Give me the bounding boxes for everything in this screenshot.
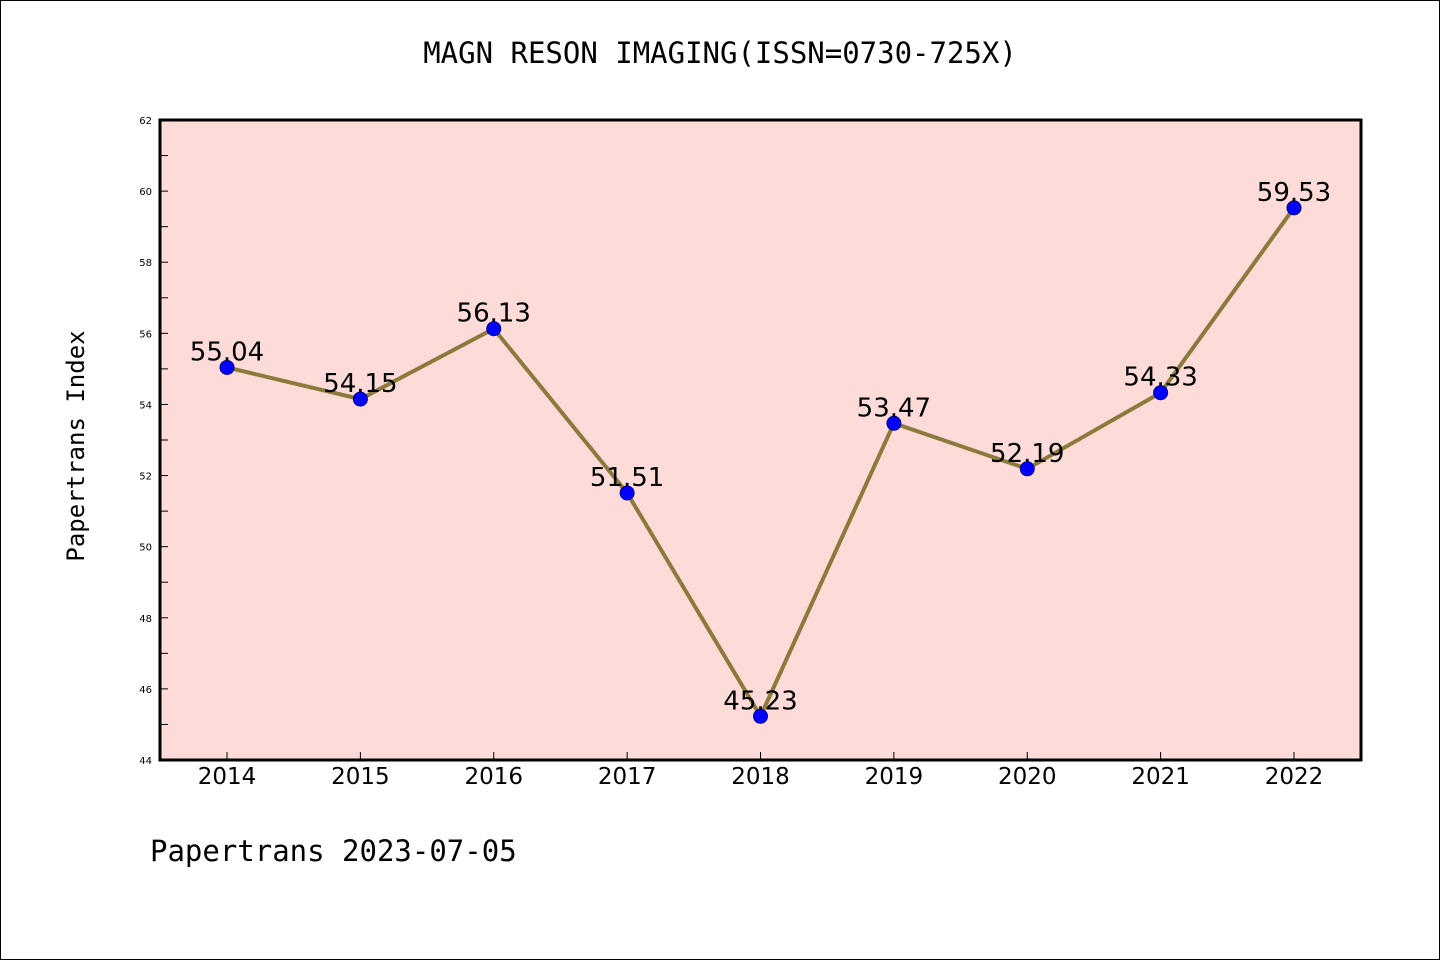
x-tick-label: 2019: [865, 764, 924, 790]
chart-title: MAGN RESON IMAGING(ISSN=0730-725X): [423, 36, 1017, 70]
data-point: [219, 359, 235, 375]
x-tick-label: 2021: [1131, 764, 1190, 790]
data-label: 55.04: [190, 337, 264, 367]
data-label: 52.19: [990, 439, 1064, 469]
y-tick-label: 48: [139, 614, 152, 625]
data-label: 54.33: [1123, 363, 1197, 393]
data-label: 51.51: [590, 463, 664, 493]
data-point: [1286, 200, 1302, 216]
y-tick-label: 50: [139, 543, 152, 554]
data-label: 56.13: [457, 299, 531, 329]
data-point: [1019, 461, 1035, 477]
x-tick-label: 2020: [998, 764, 1057, 790]
data-label: 59.53: [1257, 178, 1331, 208]
x-tick-label: 2022: [1265, 764, 1324, 790]
data-point: [352, 391, 368, 407]
data-points: [219, 200, 1302, 724]
data-label: 45.23: [723, 686, 797, 716]
x-tick-label: 2017: [598, 764, 657, 790]
x-tick-label: 2015: [331, 764, 390, 790]
footer-note: Papertrans 2023-07-05: [150, 834, 517, 868]
y-tick-label: 58: [139, 258, 152, 269]
x-axis: 2014 2015 2016 2017 2018 2019 2020 2021 2022: [198, 752, 1324, 790]
y-tick-label: 62: [139, 116, 152, 127]
y-tick-label: 46: [139, 685, 152, 696]
y-axis: 44 46 48 50 52 54 56 58 60 62: [139, 116, 168, 767]
y-tick-label: 52: [139, 472, 152, 483]
data-point: [753, 708, 768, 724]
x-tick-label: 2018: [731, 764, 790, 790]
x-tick-label: 2014: [198, 764, 257, 790]
data-labels: 55.04 54.15 56.13 51.51 45.23 53.47 52.19 54.33…: [190, 178, 1331, 716]
data-point: [619, 485, 635, 501]
plot-area: [158, 118, 1363, 762]
data-point: [486, 321, 502, 337]
y-tick-label: 60: [139, 187, 152, 198]
data-point: [1153, 385, 1169, 401]
y-tick-label: 56: [139, 329, 152, 340]
x-tick-label: 2016: [464, 764, 523, 790]
data-label: 54.15: [323, 369, 397, 399]
y-tick-label: 44: [139, 756, 152, 767]
y-tick-label: 54: [139, 400, 152, 411]
data-label: 53.47: [857, 393, 931, 423]
data-point: [886, 415, 902, 431]
